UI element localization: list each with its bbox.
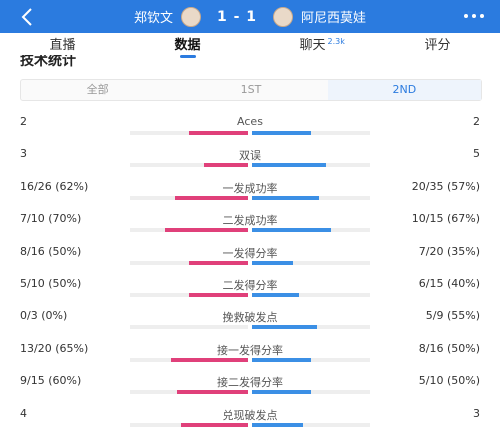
stat-left-value: 16/26 (62%) bbox=[20, 179, 89, 193]
player1-name: 郑钦文 bbox=[133, 11, 173, 26]
right-bar-fill bbox=[252, 131, 311, 135]
right-bar-track bbox=[252, 131, 370, 135]
stat-left-value: 3 bbox=[20, 147, 27, 161]
left-bar-fill bbox=[177, 390, 248, 395]
stat-row: 3 双误 5 bbox=[0, 147, 500, 177]
left-bar-fill bbox=[189, 260, 248, 265]
tab-stats[interactable]: 数据 bbox=[125, 33, 250, 60]
stat-right-value: 8/16 (50%) bbox=[418, 341, 480, 355]
right-bar-track bbox=[252, 293, 370, 297]
stat-row: 13/20 (65%) 接一发得分率 8/16 (50%) bbox=[0, 342, 500, 372]
right-bar-track bbox=[252, 260, 370, 265]
player1-avatar bbox=[180, 6, 201, 27]
right-bar-fill bbox=[252, 293, 299, 297]
stat-label: 双误 bbox=[239, 149, 261, 163]
stat-right-value: 5 bbox=[473, 147, 480, 161]
stat-left-value: 0/3 (0%) bbox=[20, 309, 68, 323]
stat-label: 挽救破发点 bbox=[222, 311, 278, 325]
stat-row: 2 Aces 2 bbox=[0, 115, 500, 145]
match-score: 1 - 1 bbox=[216, 8, 258, 25]
left-bar-fill bbox=[175, 195, 248, 200]
tab-bar: 直播 数据 聊天 2.3k 评分 bbox=[0, 33, 500, 60]
right-bar-track bbox=[252, 422, 370, 427]
set-segment-control: 全部 1ST 2ND bbox=[20, 79, 482, 101]
tab-chat[interactable]: 聊天 2.3k bbox=[299, 37, 345, 53]
left-bar-fill bbox=[189, 293, 248, 297]
right-bar-fill bbox=[252, 325, 317, 330]
left-bar-track bbox=[130, 163, 248, 168]
stat-row: 0/3 (0%) 挽救破发点 5/9 (55%) bbox=[0, 309, 500, 339]
match-header: 郑钦文 1 - 1 阿尼西莫娃 bbox=[0, 0, 500, 33]
tab-live[interactable]: 直播 bbox=[49, 38, 76, 53]
stat-right-value: 5/10 (50%) bbox=[418, 374, 480, 388]
top-bar: 郑钦文 1 - 1 阿尼西莫娃 bbox=[0, 0, 500, 33]
stat-label: 接一发得分率 bbox=[217, 343, 283, 357]
stat-left-value: 8/16 (50%) bbox=[20, 244, 82, 258]
stat-label: 一发成功率 bbox=[222, 181, 278, 195]
right-bar-fill bbox=[252, 422, 303, 427]
left-bar-fill bbox=[189, 131, 248, 135]
stat-right-value: 20/35 (57%) bbox=[411, 179, 480, 193]
segment-1st[interactable]: 1ST bbox=[240, 83, 262, 96]
stat-row: 4 兑现破发点 3 bbox=[0, 407, 500, 437]
stat-right-value: 10/15 (67%) bbox=[411, 212, 480, 226]
stat-left-value: 13/20 (65%) bbox=[20, 341, 89, 355]
right-bar-track bbox=[252, 357, 370, 362]
stat-row: 8/16 (50%) 一发得分率 7/20 (35%) bbox=[0, 245, 500, 275]
stat-label: 兑现破发点 bbox=[222, 408, 278, 422]
segment-all[interactable]: 全部 bbox=[86, 83, 109, 96]
left-bar-fill bbox=[165, 228, 248, 233]
stat-left-value: 5/10 (50%) bbox=[20, 277, 82, 290]
stat-right-value: 7/20 (35%) bbox=[418, 244, 480, 258]
left-bar-fill bbox=[171, 357, 248, 362]
section-title: 技术统计 bbox=[20, 55, 76, 67]
right-bar-fill bbox=[252, 357, 311, 362]
right-bar-fill bbox=[252, 163, 326, 168]
stat-row: 5/10 (50%) 二发得分率 6/15 (40%) bbox=[0, 277, 500, 307]
right-bar-fill bbox=[252, 195, 319, 200]
player2-avatar bbox=[273, 6, 294, 27]
left-bar-fill bbox=[204, 163, 248, 168]
stat-label: 二发成功率 bbox=[222, 214, 278, 228]
stat-label: 接二发得分率 bbox=[217, 376, 283, 390]
stat-row: 9/15 (60%) 接二发得分率 5/10 (50%) bbox=[0, 374, 500, 404]
stat-row: 16/26 (62%) 一发成功率 20/35 (57%) bbox=[0, 180, 500, 210]
stat-label: Aces bbox=[237, 115, 263, 128]
stat-left-value: 4 bbox=[20, 406, 27, 420]
stat-left-value: 7/10 (70%) bbox=[20, 212, 82, 226]
more-options-icon[interactable] bbox=[464, 14, 484, 18]
chat-count-badge: 2.3k bbox=[327, 37, 345, 46]
stat-right-value: 2 bbox=[473, 115, 480, 128]
left-bar-track bbox=[130, 325, 248, 330]
tab-rating[interactable]: 评分 bbox=[424, 38, 451, 53]
back-arrow-icon[interactable] bbox=[18, 6, 38, 28]
stat-label: 一发得分率 bbox=[222, 246, 278, 260]
stat-left-value: 9/15 (60%) bbox=[20, 374, 82, 388]
stat-right-value: 3 bbox=[473, 406, 480, 420]
stat-row: 7/10 (70%) 二发成功率 10/15 (67%) bbox=[0, 212, 500, 242]
stat-left-value: 2 bbox=[20, 115, 27, 128]
right-bar-track bbox=[252, 390, 370, 395]
segment-2nd[interactable]: 2ND bbox=[327, 80, 481, 100]
stat-label: 二发得分率 bbox=[222, 279, 278, 292]
player2-name: 阿尼西莫娃 bbox=[301, 11, 367, 26]
right-bar-fill bbox=[252, 228, 331, 233]
right-bar-fill bbox=[252, 260, 293, 265]
left-bar-fill bbox=[181, 422, 248, 427]
stat-right-value: 5/9 (55%) bbox=[425, 309, 480, 323]
stat-right-value: 6/15 (40%) bbox=[418, 277, 480, 290]
right-bar-fill bbox=[252, 390, 311, 395]
